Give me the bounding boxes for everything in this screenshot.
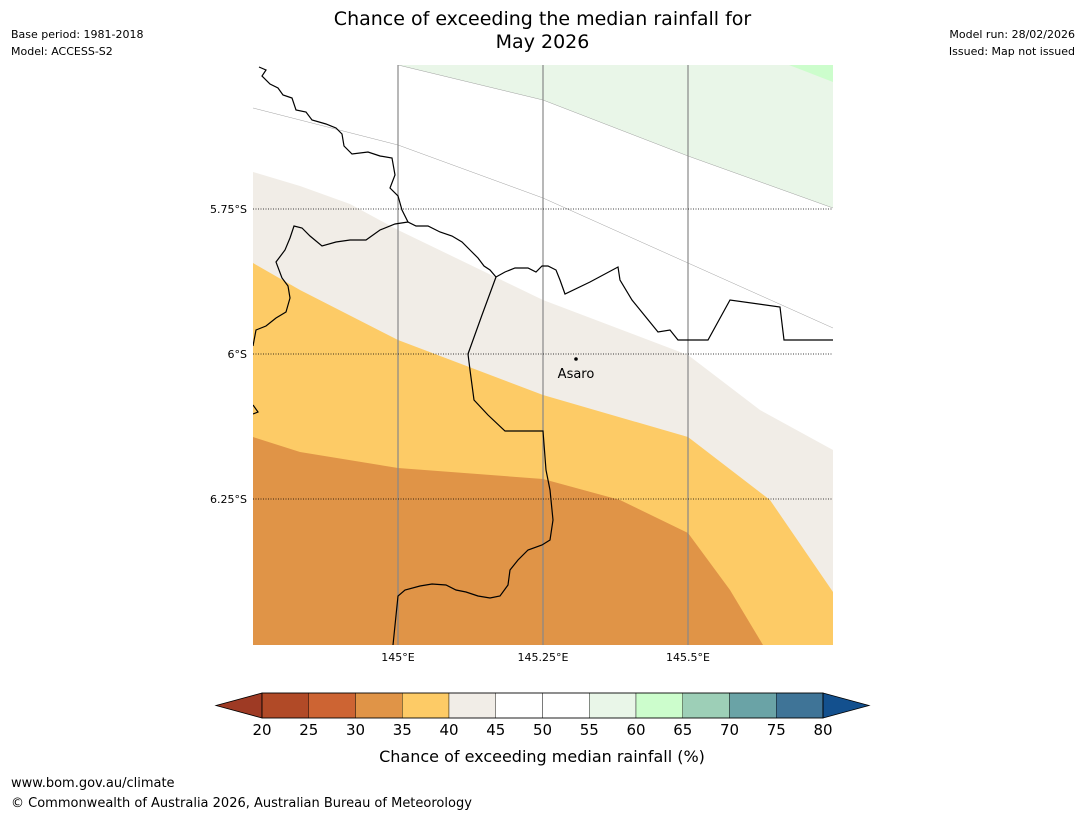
colorbar-segment	[355, 692, 403, 719]
map-title: Chance of exceeding the median rainfall …	[0, 8, 1085, 54]
lat-label-5-75: 5.75°S	[210, 203, 247, 216]
lat-label-6: 6°S	[228, 348, 247, 361]
lon-label-145-5: 145.5°E	[666, 651, 710, 664]
colorbar-segment	[542, 692, 590, 719]
model-run-text: Model run: 28/02/2026	[949, 28, 1075, 41]
colorbar-segment	[448, 692, 496, 719]
colorbar-tick-label: 45	[486, 721, 505, 739]
colorbar-segment	[495, 692, 543, 719]
title-line-1: Chance of exceeding the median rainfall …	[333, 8, 752, 30]
colorbar-tick-label: 75	[767, 721, 786, 739]
contour-line	[397, 65, 833, 209]
colorbar-segment	[635, 692, 683, 719]
colorbar-tick-label: 55	[580, 721, 599, 739]
base-period-text: Base period: 1981-2018	[11, 28, 144, 41]
colorbar-tick-label: 30	[346, 721, 365, 739]
footer-url: www.bom.gov.au/climate	[11, 776, 175, 791]
map-area	[253, 65, 833, 645]
colorbar-segment	[589, 692, 637, 719]
colorbar-segment	[682, 692, 730, 719]
lon-label-145: 145°E	[381, 651, 414, 664]
lon-label-145-25: 145.25°E	[518, 651, 569, 664]
province-boundary-north	[258, 66, 833, 341]
asaro-label: Asaro	[558, 367, 595, 382]
band-60-65-region	[789, 65, 833, 82]
colorbar-tick-label: 65	[673, 721, 692, 739]
colorbar-tick-label: 40	[439, 721, 458, 739]
colorbar-tick-label: 80	[813, 721, 832, 739]
colorbar-label: Chance of exceeding median rainfall (%)	[379, 747, 705, 766]
lat-label-6-25: 6.25°S	[210, 493, 247, 506]
footer: www.bom.gov.au/climate © Commonwealth of…	[11, 774, 472, 814]
colorbar-segment	[261, 692, 309, 719]
colorbar-tick-label: 20	[252, 721, 271, 739]
meta-left: Base period: 1981-2018 Model: ACCESS-S2	[11, 26, 143, 60]
colorbar-segment	[776, 692, 824, 719]
band-30-35-region	[253, 437, 763, 645]
colorbar-tick-label: 70	[720, 721, 739, 739]
colorbar-tick-label: 35	[393, 721, 412, 739]
province-boundary-south	[392, 276, 554, 645]
colorbar-extend-low	[214, 692, 263, 719]
colorbar-border	[261, 692, 824, 719]
title-line-2: May 2026	[495, 31, 590, 53]
colorbar: 20 25 30 35 40 45 50 55 60 65 70 75 80	[214, 692, 871, 739]
asaro-marker	[574, 357, 578, 361]
colorbar-segment	[308, 692, 356, 719]
colorbar-extend-high	[822, 692, 871, 719]
province-boundary-edge	[253, 404, 259, 415]
model-text: Model: ACCESS-S2	[11, 45, 113, 58]
province-boundary-west	[253, 221, 409, 347]
colorbar-segment	[402, 692, 450, 719]
meta-right: Model run: 28/02/2026 Issued: Map not is…	[949, 26, 1075, 60]
issued-text: Issued: Map not issued	[948, 45, 1075, 58]
footer-copyright: © Commonwealth of Australia 2026, Austra…	[11, 796, 472, 811]
colorbar-segment	[729, 692, 777, 719]
band-55-60-region	[398, 65, 833, 208]
colorbar-tick-label: 25	[299, 721, 318, 739]
colorbar-tick-label: 60	[626, 721, 645, 739]
colorbar-tick-label: 50	[533, 721, 552, 739]
